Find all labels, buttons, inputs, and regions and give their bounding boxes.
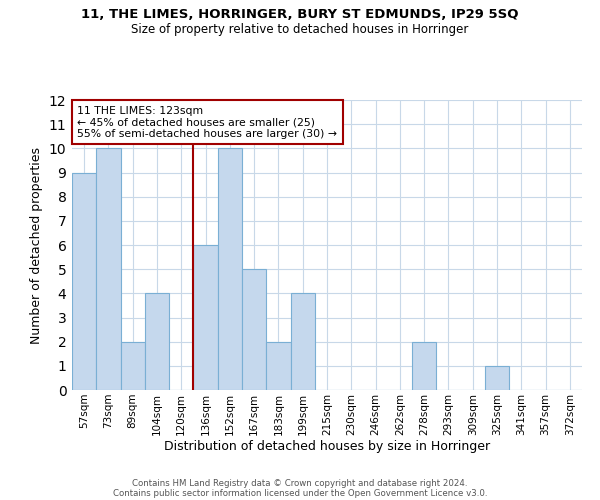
- Bar: [193, 245, 218, 390]
- Bar: [290, 294, 315, 390]
- Bar: [145, 294, 169, 390]
- Text: Size of property relative to detached houses in Horringer: Size of property relative to detached ho…: [131, 22, 469, 36]
- Bar: [72, 172, 96, 390]
- Text: 11, THE LIMES, HORRINGER, BURY ST EDMUNDS, IP29 5SQ: 11, THE LIMES, HORRINGER, BURY ST EDMUND…: [81, 8, 519, 20]
- X-axis label: Distribution of detached houses by size in Horringer: Distribution of detached houses by size …: [164, 440, 490, 454]
- Bar: [485, 366, 509, 390]
- Text: Contains public sector information licensed under the Open Government Licence v3: Contains public sector information licen…: [113, 488, 487, 498]
- Text: 11 THE LIMES: 123sqm
← 45% of detached houses are smaller (25)
55% of semi-detac: 11 THE LIMES: 123sqm ← 45% of detached h…: [77, 106, 337, 139]
- Bar: [412, 342, 436, 390]
- Text: Contains HM Land Registry data © Crown copyright and database right 2024.: Contains HM Land Registry data © Crown c…: [132, 478, 468, 488]
- Bar: [218, 148, 242, 390]
- Bar: [266, 342, 290, 390]
- Bar: [242, 269, 266, 390]
- Bar: [96, 148, 121, 390]
- Y-axis label: Number of detached properties: Number of detached properties: [30, 146, 43, 344]
- Bar: [121, 342, 145, 390]
